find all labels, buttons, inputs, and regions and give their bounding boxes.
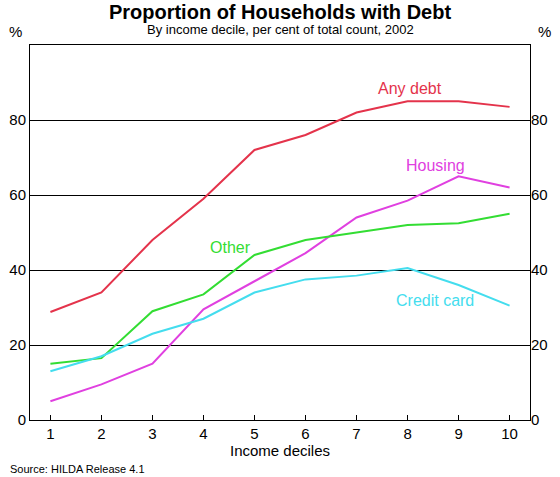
svg-text:9: 9: [454, 425, 462, 442]
svg-text:3: 3: [148, 425, 156, 442]
svg-text:40: 40: [9, 261, 26, 278]
svg-text:0: 0: [531, 411, 539, 428]
svg-text:Proportion of Households with: Proportion of Households with Debt: [109, 1, 452, 23]
svg-text:5: 5: [250, 425, 258, 442]
svg-text:1: 1: [46, 425, 54, 442]
svg-text:%: %: [9, 23, 22, 40]
svg-text:60: 60: [9, 186, 26, 203]
svg-text:6: 6: [301, 425, 309, 442]
svg-text:Income deciles: Income deciles: [230, 442, 330, 459]
svg-text:4: 4: [199, 425, 207, 442]
svg-text:2: 2: [97, 425, 105, 442]
svg-text:10: 10: [501, 425, 518, 442]
svg-text:Source: HILDA Release 4.1: Source: HILDA Release 4.1: [10, 463, 145, 475]
svg-text:7: 7: [352, 425, 360, 442]
svg-text:Credit card: Credit card: [396, 292, 474, 309]
svg-text:0: 0: [18, 411, 26, 428]
svg-text:20: 20: [9, 336, 26, 353]
svg-text:40: 40: [531, 261, 548, 278]
svg-text:80: 80: [531, 111, 548, 128]
svg-text:60: 60: [531, 186, 548, 203]
svg-text:8: 8: [403, 425, 411, 442]
svg-text:By income decile, per cent of: By income decile, per cent of total coun…: [147, 22, 414, 37]
svg-text:Housing: Housing: [406, 157, 465, 174]
svg-text:Any debt: Any debt: [378, 80, 442, 97]
svg-text:Other: Other: [210, 239, 251, 256]
svg-text:%: %: [538, 23, 551, 40]
svg-text:80: 80: [9, 111, 26, 128]
svg-text:20: 20: [531, 336, 548, 353]
